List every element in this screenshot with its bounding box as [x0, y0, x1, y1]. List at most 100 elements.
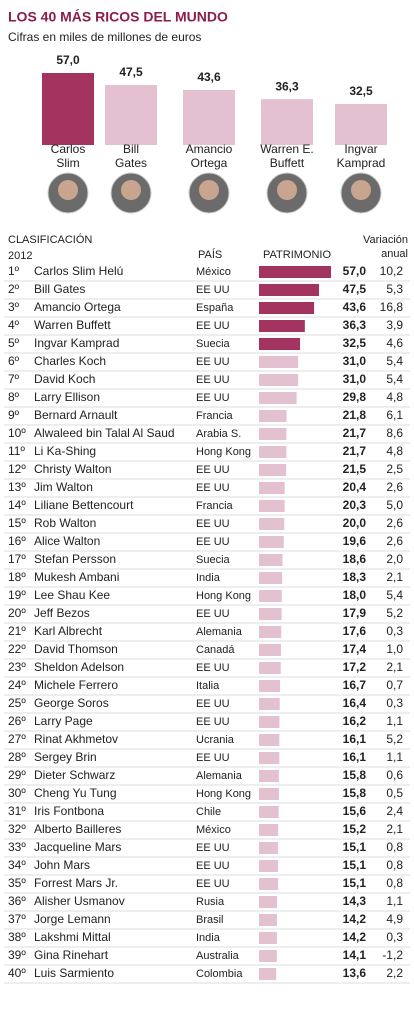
- wealth-label: 21,5: [343, 462, 367, 476]
- name: Stefan Persson: [34, 552, 116, 566]
- change: 5,2: [386, 606, 403, 620]
- wealth-label: 18,6: [343, 552, 367, 566]
- country: EE UU: [196, 356, 230, 368]
- wealth-bar: [259, 806, 279, 818]
- category-label: Bill Gates: [114, 142, 147, 170]
- country: Brasil: [196, 914, 224, 926]
- wealth-label: 16,4: [343, 696, 367, 710]
- country: Chile: [196, 806, 221, 818]
- country: EE UU: [196, 716, 230, 728]
- name: Charles Koch: [34, 354, 106, 368]
- name: Alwaleed bin Talal Al Saud: [34, 426, 175, 440]
- wealth-label: 17,4: [343, 642, 367, 656]
- portrait-face: [199, 180, 219, 200]
- country: Hong Kong: [196, 446, 251, 458]
- country: Hong Kong: [196, 788, 251, 800]
- rank: 7º: [8, 372, 20, 386]
- wealth-bar: [259, 842, 279, 854]
- wealth-bar: [259, 410, 287, 422]
- country: Hong Kong: [196, 590, 251, 602]
- country: Colombia: [196, 968, 243, 980]
- rank: 12º: [8, 462, 26, 476]
- category-label: Amancio Ortega: [185, 142, 233, 170]
- wealth-label: 16,2: [343, 714, 367, 728]
- wealth-label: 20,0: [343, 516, 367, 530]
- change: 1,1: [386, 894, 403, 908]
- change: 1,1: [386, 750, 403, 764]
- country: EE UU: [196, 284, 230, 296]
- country: EE UU: [196, 752, 230, 764]
- wealth-label: 57,0: [343, 264, 367, 278]
- value-label: 47,5: [119, 65, 143, 79]
- wealth-label: 18,0: [343, 588, 367, 602]
- wealth-label: 15,6: [343, 804, 367, 818]
- country: EE UU: [196, 878, 230, 890]
- wealth-bar: [259, 860, 279, 872]
- name: Amancio Ortega: [34, 300, 121, 314]
- wealth-label: 14,1: [343, 948, 367, 962]
- wealth-bar: [259, 608, 282, 620]
- wealth-bar: [259, 824, 279, 836]
- change-header: Variación anual: [362, 234, 408, 260]
- name: Luis Sarmiento: [34, 966, 114, 980]
- country: EE UU: [196, 662, 230, 674]
- bar: [105, 85, 157, 145]
- change: 10,2: [380, 264, 404, 278]
- wealth-label: 18,3: [343, 570, 367, 584]
- bar: [261, 99, 313, 145]
- rank: 20º: [8, 606, 26, 620]
- wealth-bar: [259, 644, 281, 656]
- rank: 17º: [8, 552, 26, 566]
- rank: 21º: [8, 624, 26, 638]
- wealth-label: 16,1: [343, 750, 367, 764]
- change: 2,6: [386, 480, 403, 494]
- change: 4,9: [386, 912, 403, 926]
- wealth-label: 31,0: [343, 372, 367, 386]
- country: Alemania: [196, 626, 243, 638]
- bar: [42, 73, 94, 145]
- country: Francia: [196, 500, 234, 512]
- rank: 40º: [8, 966, 26, 980]
- name: Cheng Yu Tung: [34, 786, 117, 800]
- rank: 31º: [8, 804, 26, 818]
- rank: 26º: [8, 714, 26, 728]
- rank: 38º: [8, 930, 26, 944]
- rank: 3º: [8, 300, 20, 314]
- country: EE UU: [196, 698, 230, 710]
- change: 5,4: [386, 372, 403, 386]
- change: 0,8: [386, 858, 403, 872]
- rank: 6º: [8, 354, 20, 368]
- rank: 18º: [8, 570, 26, 584]
- name: John Mars: [34, 858, 90, 872]
- country: Suecia: [196, 338, 231, 350]
- wealth-label: 15,2: [343, 822, 367, 836]
- country: Australia: [196, 950, 240, 962]
- rank: 27º: [8, 732, 26, 746]
- change: 4,6: [386, 336, 403, 350]
- wealth-bar: [259, 500, 285, 512]
- change: 0,3: [386, 624, 403, 638]
- name: Alice Walton: [34, 534, 100, 548]
- wealth-bar: [259, 914, 277, 926]
- rank: 30º: [8, 786, 26, 800]
- wealth-label: 15,1: [343, 840, 367, 854]
- rank-header: CLASIFICACIÓN: [8, 233, 92, 246]
- name: Michele Ferrero: [34, 678, 118, 692]
- change: 2,1: [386, 570, 403, 584]
- country: EE UU: [196, 518, 230, 530]
- wealth-bar: [259, 698, 280, 710]
- change: 5,3: [386, 282, 403, 296]
- wealth-bar: [259, 446, 287, 458]
- rank: 4º: [8, 318, 20, 332]
- wealth-bar: [259, 752, 280, 764]
- wealth-bar: [259, 716, 280, 728]
- wealth-bar: [259, 788, 279, 800]
- country: Francia: [196, 410, 234, 422]
- wealth-label: 21,7: [343, 444, 367, 458]
- country: México: [196, 266, 231, 278]
- rank: 25º: [8, 696, 26, 710]
- country: EE UU: [196, 374, 230, 386]
- name: Lee Shau Kee: [34, 588, 110, 602]
- name: David Koch: [34, 372, 95, 386]
- name: Jorge Lemann: [34, 912, 111, 926]
